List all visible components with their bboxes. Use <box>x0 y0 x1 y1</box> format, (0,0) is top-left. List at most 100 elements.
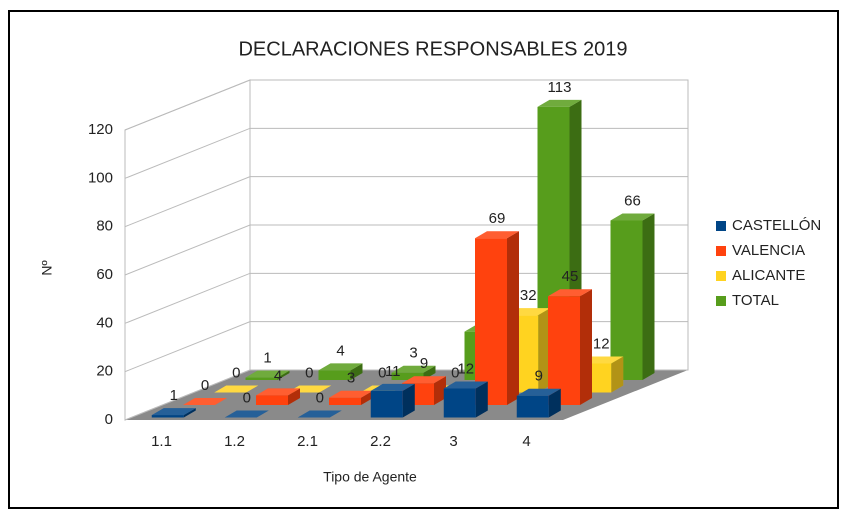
data-label: 113 <box>548 79 572 96</box>
bar-side-shade <box>475 381 488 418</box>
data-label: 0 <box>305 364 313 381</box>
bar <box>391 365 436 380</box>
bar-top <box>391 365 436 373</box>
data-label: 1 <box>170 387 178 404</box>
data-label: 0 <box>378 364 386 381</box>
bar <box>224 410 269 418</box>
legend-label: TOTAL <box>732 292 779 309</box>
data-label: 32 <box>520 287 537 304</box>
y-tick-label: 0 <box>105 411 113 428</box>
bar-side <box>277 370 290 380</box>
bar-side-shade <box>611 356 624 393</box>
bar-side-shade <box>548 388 561 418</box>
bar-front <box>256 395 288 405</box>
frame <box>8 10 839 509</box>
y-tick-label: 80 <box>96 218 113 235</box>
bar-side-shade <box>538 308 551 393</box>
legend-swatch <box>716 246 726 256</box>
bar-side <box>642 213 655 380</box>
bar-side <box>580 289 592 405</box>
bar-side <box>538 308 551 393</box>
bar-top-shade <box>214 385 259 393</box>
legend-label: CASTELLÓN <box>732 217 821 234</box>
x-tick-label: 2.1 <box>297 433 318 450</box>
legend-label: VALENCIA <box>732 242 805 259</box>
bar-top <box>224 410 269 418</box>
bar <box>370 383 415 418</box>
bar <box>443 381 488 418</box>
x-tick-label: 3 <box>449 433 457 450</box>
legend-swatch <box>716 221 726 231</box>
bar-top <box>475 231 519 239</box>
bar-front <box>329 397 361 405</box>
bar-top <box>537 99 582 107</box>
bar-side-shade <box>183 408 196 418</box>
data-label: 0 <box>232 364 240 381</box>
bar <box>214 385 259 393</box>
bar-side-shade <box>402 383 415 418</box>
bar-top-shade <box>516 388 561 396</box>
bar-top-shade <box>610 213 655 221</box>
grid-line <box>124 79 688 131</box>
data-label: 9 <box>420 355 428 372</box>
bar <box>245 370 290 380</box>
y-axis-label: Nº <box>39 260 55 275</box>
bar-front <box>548 296 580 405</box>
bar-top <box>402 376 446 384</box>
bar-side <box>402 383 415 418</box>
bar-top <box>370 383 415 391</box>
bar <box>475 231 519 405</box>
bar-top <box>610 213 655 221</box>
data-label: 69 <box>489 210 506 227</box>
bar-top <box>183 398 227 405</box>
bar-top-shade <box>297 410 342 418</box>
bar-top-shade <box>183 398 227 405</box>
bar-side <box>361 390 373 405</box>
bar-top <box>297 410 342 418</box>
y-tick-label: 60 <box>96 266 113 283</box>
bar-front <box>151 415 184 418</box>
bar-top <box>443 381 488 389</box>
x-axis-label: Tipo de Agente <box>323 469 417 485</box>
chart-title: DECLARACIONES RESPONSABLES 2019 <box>238 38 627 60</box>
bar-side-shade <box>580 289 592 405</box>
bar-side <box>288 388 300 405</box>
bar-top-shade <box>548 289 592 297</box>
data-label: 0 <box>201 377 209 394</box>
bar-side <box>350 363 363 380</box>
bar-front <box>610 220 643 380</box>
bar <box>610 213 655 380</box>
bar-front <box>391 372 424 380</box>
bar-side-shade <box>642 213 655 380</box>
bar <box>329 390 373 405</box>
bar-front <box>370 390 403 418</box>
bar-front <box>318 370 351 380</box>
bar-side <box>475 381 488 418</box>
bar-top <box>548 289 592 297</box>
bar-side-shade <box>507 231 519 405</box>
y-tick-label: 120 <box>88 121 113 138</box>
bar-side <box>611 356 624 393</box>
data-label: 9 <box>535 368 543 385</box>
y-tick-label: 20 <box>96 363 113 380</box>
bar-front <box>443 388 476 418</box>
x-tick-label: 2.2 <box>370 433 391 450</box>
bar <box>151 408 196 418</box>
data-label: 4 <box>336 342 344 359</box>
data-label: 1 <box>263 350 271 367</box>
bar-top-shade <box>245 370 290 378</box>
bar-top <box>329 390 373 398</box>
data-label: 4 <box>274 367 282 384</box>
bar <box>516 388 561 418</box>
bar-top <box>245 370 290 378</box>
legend-swatch <box>716 271 726 281</box>
bar-top-shade <box>224 410 269 418</box>
x-tick-label: 1.2 <box>224 433 245 450</box>
bar-front <box>245 377 278 380</box>
bar-top <box>256 388 300 396</box>
bar-top-shade <box>256 388 300 396</box>
data-label: 0 <box>243 389 251 406</box>
bar-top <box>516 388 561 396</box>
data-label: 12 <box>457 360 474 377</box>
